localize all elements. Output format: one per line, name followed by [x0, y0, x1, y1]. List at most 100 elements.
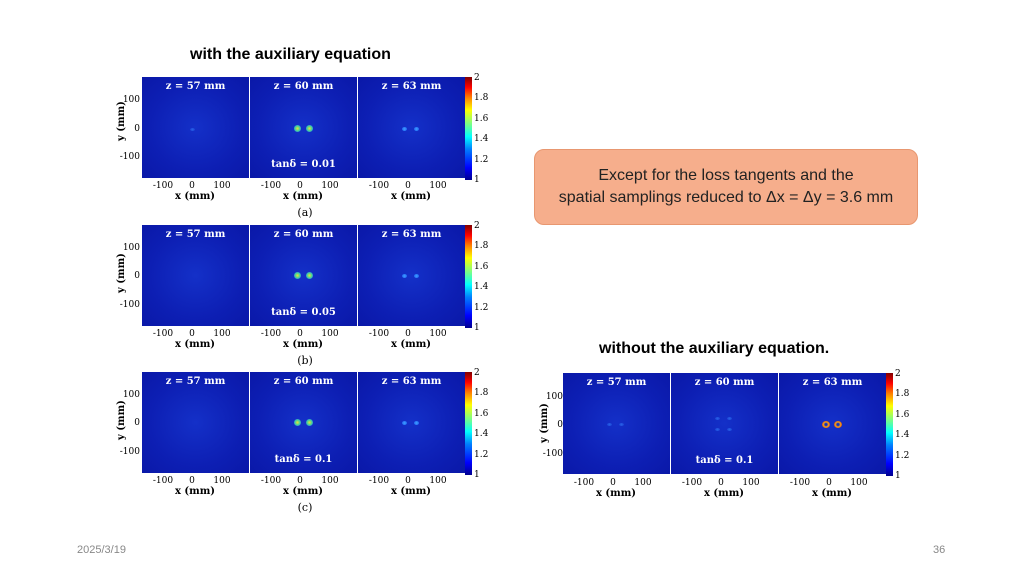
field-panel-z63: z = 63 mm	[358, 372, 465, 473]
x-tick: 0	[297, 181, 303, 191]
panel-title: z = 63 mm	[802, 377, 863, 388]
x-tick: -100	[260, 329, 282, 339]
field-panel-z60: z = 60 mm tanδ = 0.05	[250, 225, 357, 326]
note-line-2: spatial samplings reduced to Δx = Δy = 3…	[558, 189, 894, 206]
note-line-1: Except for the loss tangents and the	[598, 167, 854, 184]
x-tick: 100	[321, 181, 339, 191]
y-tick: 0	[134, 418, 140, 428]
field-spot	[294, 419, 301, 426]
colorbar-tick: 1.2	[474, 155, 489, 165]
x-tick: 100	[429, 329, 447, 339]
tan-delta-label: tanδ = 0.1	[274, 454, 333, 465]
field-spot	[294, 125, 301, 132]
figure-caption: (b)	[297, 354, 313, 367]
colorbar-tick: 2	[474, 221, 480, 231]
field-panel-z57: z = 57 mm	[142, 225, 249, 326]
field-spot	[619, 423, 624, 426]
field-panel-z57: z = 57 mm	[142, 77, 249, 178]
colorbar-tick: 1.4	[474, 282, 489, 292]
colorbar-tick: 1.2	[474, 450, 489, 460]
y-tick: -100	[119, 300, 140, 310]
panel-title: z = 63 mm	[381, 81, 442, 92]
x-tick: 100	[213, 476, 231, 486]
with-aux-heading: with the auxiliary equation	[190, 46, 391, 63]
x-axis-label: x (mm)	[811, 488, 853, 499]
x-tick: 0	[189, 329, 195, 339]
field-spot	[306, 419, 313, 426]
colorbar-tick: 1.8	[474, 93, 489, 103]
x-axis-label: x (mm)	[282, 191, 324, 202]
panel-title: z = 57 mm	[165, 229, 226, 240]
x-tick: 0	[405, 181, 411, 191]
y-tick: 0	[557, 420, 563, 430]
colorbar-tick: 2	[474, 73, 480, 83]
panel-title: z = 60 mm	[273, 376, 334, 387]
colorbar	[465, 225, 472, 328]
x-axis-label: x (mm)	[174, 486, 216, 497]
field-panel-z60: z = 60 mm tanδ = 0.1	[671, 373, 778, 474]
panel-title: z = 57 mm	[586, 377, 647, 388]
x-tick: -100	[789, 478, 811, 488]
panel-title: z = 60 mm	[273, 81, 334, 92]
field-spot	[607, 423, 612, 426]
field-panel-z63: z = 63 mm	[358, 77, 465, 178]
tan-delta-label: tanδ = 0.01	[271, 159, 336, 170]
x-axis-label: x (mm)	[390, 191, 432, 202]
y-axis-label: y (mm)	[116, 101, 127, 141]
field-spot	[727, 428, 732, 431]
x-tick: -100	[260, 476, 282, 486]
y-tick: -100	[542, 449, 563, 459]
x-axis-label: x (mm)	[282, 486, 324, 497]
x-tick: 100	[850, 478, 868, 488]
colorbar	[465, 77, 472, 180]
field-spot	[306, 125, 313, 132]
x-tick: 0	[405, 329, 411, 339]
y-tick: -100	[119, 447, 140, 457]
x-axis-label: x (mm)	[174, 191, 216, 202]
y-tick: 100	[545, 392, 563, 402]
field-spot	[402, 274, 407, 278]
x-tick: -100	[368, 181, 390, 191]
field-panel-z63: z = 63 mm	[779, 373, 886, 474]
x-axis-label: x (mm)	[595, 488, 637, 499]
field-spot	[822, 421, 830, 428]
figure-b: y (mm) 100 0 -100 z = 57 mm z = 60 mm ta…	[112, 221, 492, 371]
field-spot	[402, 127, 407, 131]
slide-date: 2025/3/19	[77, 544, 126, 556]
x-tick: 100	[321, 329, 339, 339]
x-tick: -100	[260, 181, 282, 191]
x-tick: 100	[429, 181, 447, 191]
figure-caption: (a)	[297, 206, 313, 219]
field-spot	[402, 421, 407, 425]
colorbar-tick: 1.8	[474, 388, 489, 398]
x-tick: 100	[213, 329, 231, 339]
x-tick: 100	[213, 181, 231, 191]
colorbar-tick: 1	[474, 323, 480, 333]
colorbar-tick: 1.6	[474, 409, 489, 419]
colorbar-tick: 1.2	[474, 303, 489, 313]
colorbar-tick: 1.4	[474, 134, 489, 144]
y-tick: 100	[122, 243, 140, 253]
y-tick: -100	[119, 152, 140, 162]
slide-number: 36	[933, 544, 946, 556]
colorbar-tick: 1.6	[474, 262, 489, 272]
x-tick: 0	[189, 476, 195, 486]
colorbar-tick: 1.4	[474, 429, 489, 439]
y-tick: 100	[122, 390, 140, 400]
y-tick: 0	[134, 271, 140, 281]
x-tick: -100	[368, 329, 390, 339]
panel-title: z = 63 mm	[381, 376, 442, 387]
x-tick: 100	[742, 478, 760, 488]
x-tick: -100	[152, 181, 174, 191]
x-tick: 0	[826, 478, 832, 488]
colorbar-tick: 1	[474, 470, 480, 480]
x-tick: -100	[152, 329, 174, 339]
field-spot	[715, 428, 720, 431]
figure-without-aux: y (mm) 100 0 -100 z = 57 mm z = 60 mm ta…	[533, 369, 913, 504]
panel-title: z = 60 mm	[694, 377, 755, 388]
x-tick: -100	[368, 476, 390, 486]
tan-delta-label: tanδ = 0.1	[695, 455, 754, 466]
x-tick: 0	[610, 478, 616, 488]
colorbar-tick: 1	[895, 471, 901, 481]
x-tick: 0	[297, 476, 303, 486]
